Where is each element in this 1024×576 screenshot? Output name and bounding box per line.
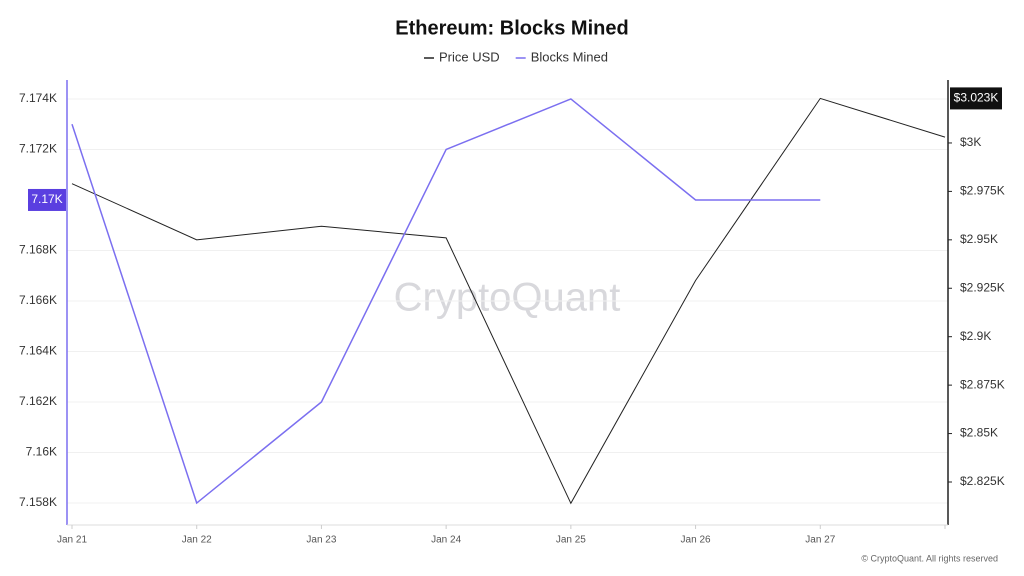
y-tick-label: 7.162K [19,394,57,408]
x-tick-label: Jan 27 [805,535,835,546]
y-tick-label: 7.16K [26,445,57,459]
y2-tick-label: $2.925K [960,280,1005,294]
x-tick-label: Jan 25 [556,535,586,546]
series-line [71,98,821,505]
y2-tick-label: $2.975K [960,184,1005,198]
footer: © CryptoQuant. All rights reserved [861,553,998,563]
y-tick-label: 7.174K [19,91,57,105]
x-tick-label: Jan 21 [57,535,87,546]
y2-tick-label: $2.875K [960,377,1005,391]
last-value-box [28,188,66,211]
series-line [71,97,946,505]
watermark: CryptoQuant [394,276,621,320]
y-tick-label: 7.164K [19,344,57,358]
y2-tick-label: $2.825K [960,474,1005,488]
y-tick-label: 7.168K [19,243,57,257]
x-tick-label: Jan 24 [431,535,461,546]
y-tick-label: 7.158K [19,495,57,509]
y2-tick-label: $3K [960,135,981,149]
y2-tick-label: $2.95K [960,232,998,246]
y-tick-label: 7.166K [19,293,57,307]
y-tick-label: 7.172K [19,142,57,156]
chart-title: Ethereum: Blocks Mined [395,17,628,39]
y2-tick-label: $2.85K [960,426,998,440]
legend-label: Price USD [439,49,500,64]
x-tick-label: Jan 26 [681,535,711,546]
last-value-label: 7.17K [31,192,62,206]
x-tick-label: Jan 23 [306,535,336,546]
legend-label: Blocks Mined [531,49,608,64]
x-tick-label: Jan 22 [182,535,212,546]
last-value-label: $3.023K [954,91,999,105]
y2-tick-label: $2.9K [960,329,991,343]
last-value-box [950,87,1002,110]
